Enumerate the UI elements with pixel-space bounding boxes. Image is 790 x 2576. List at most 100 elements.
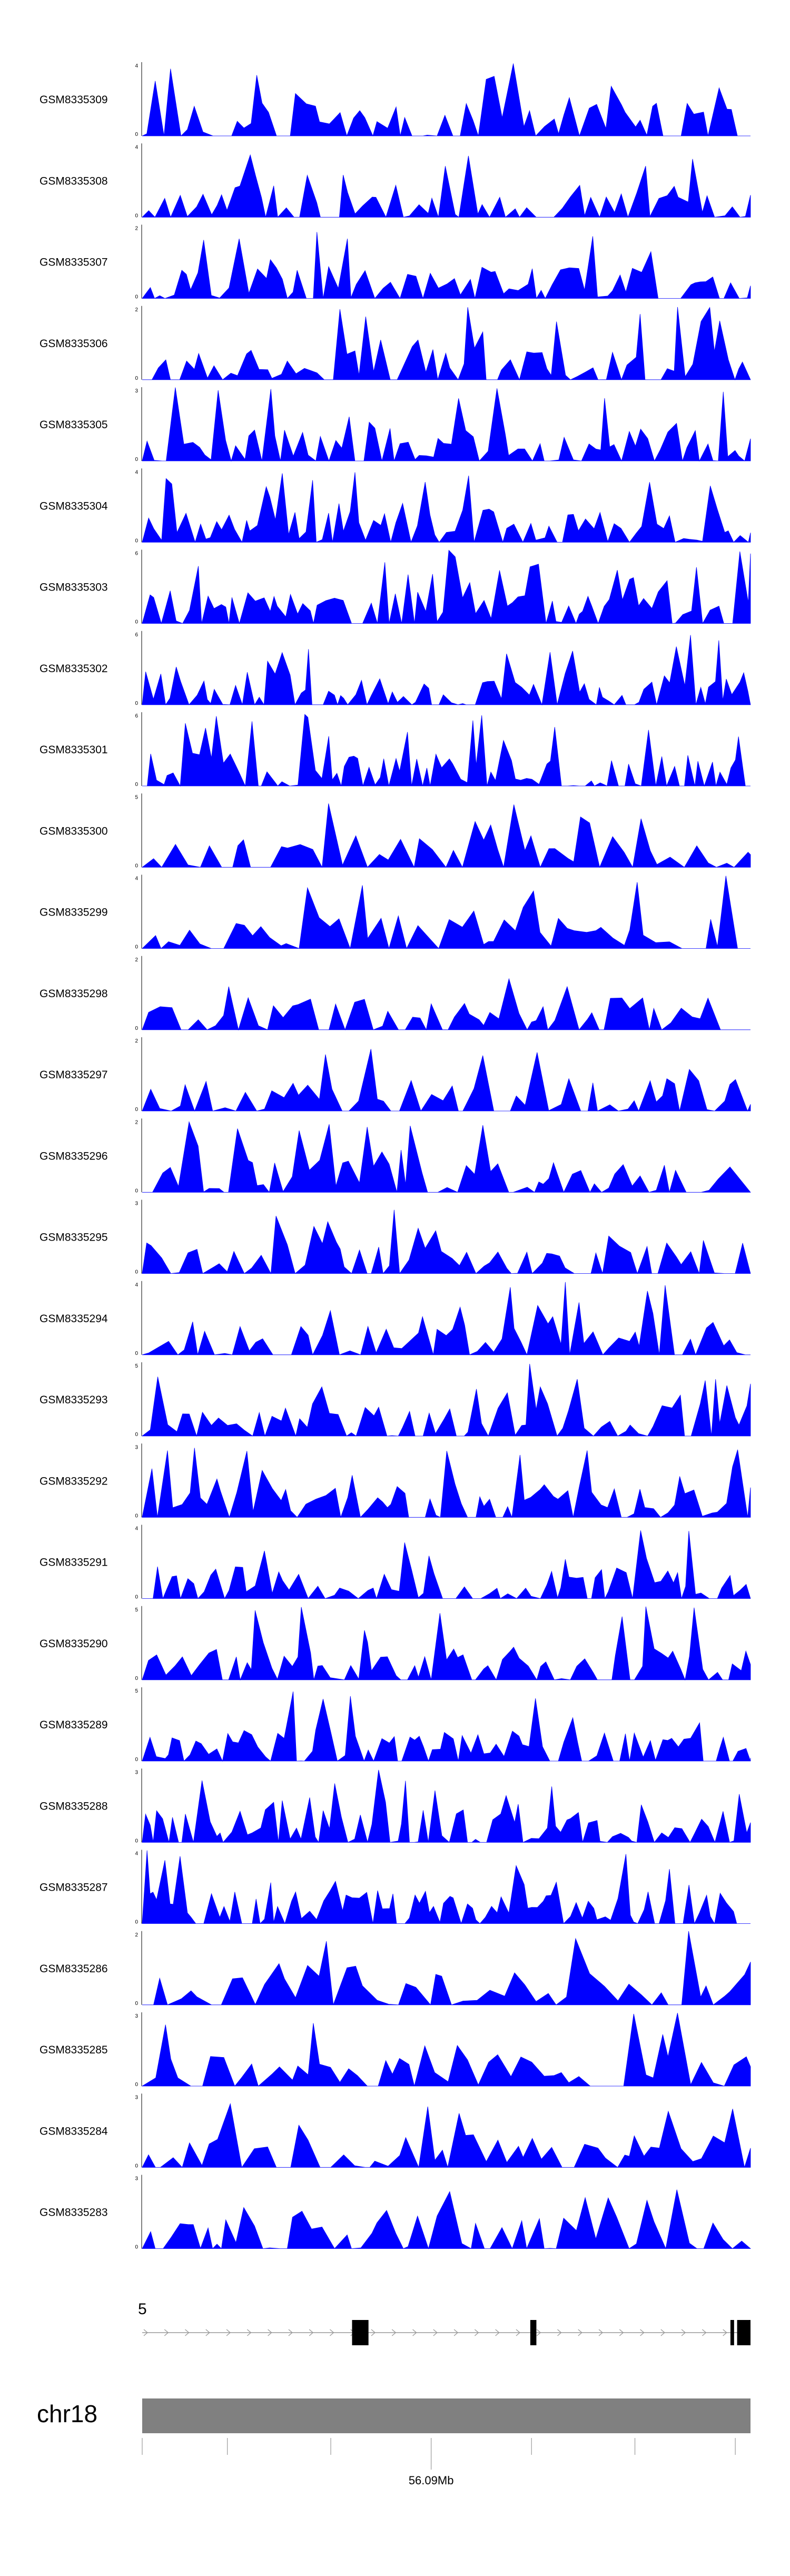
track-label: GSM8335307 xyxy=(39,257,108,269)
y-axis-max-label: 6 xyxy=(135,551,138,557)
y-axis-min-label: 0 xyxy=(135,1595,138,1600)
genome-axis: 56.09Mb xyxy=(142,2438,736,2487)
y-axis-max-label: 3 xyxy=(135,2176,138,2182)
track-label: GSM8335292 xyxy=(39,1475,108,1487)
coverage-track: GSM8335306 2 0 xyxy=(39,306,751,381)
y-axis-max-label: 2 xyxy=(135,1932,138,1938)
strand-arrow xyxy=(185,2329,190,2336)
y-axis-max-label: 5 xyxy=(135,1363,138,1369)
track-label: GSM8335293 xyxy=(39,1394,108,1406)
y-axis-min-label: 0 xyxy=(135,457,138,463)
strand-arrow xyxy=(268,2329,272,2336)
y-axis-min-label: 0 xyxy=(135,945,138,950)
strand-arrow xyxy=(495,2329,500,2336)
y-axis-min-label: 0 xyxy=(135,2082,138,2088)
y-axis-min-label: 0 xyxy=(135,863,138,869)
coverage-area xyxy=(142,63,750,137)
track-label: GSM8335287 xyxy=(39,1882,108,1894)
y-axis-min-label: 0 xyxy=(135,1026,138,1031)
track-label: GSM8335291 xyxy=(39,1557,108,1569)
y-axis-max-label: 4 xyxy=(135,1282,138,1288)
coverage-area xyxy=(142,1931,751,2005)
coverage-track: GSM8335302 6 0 xyxy=(39,631,751,706)
strand-arrow xyxy=(164,2329,169,2336)
gene-model-track: 5 xyxy=(138,2300,750,2345)
y-axis-min-label: 0 xyxy=(135,1188,138,1194)
coverage-area xyxy=(142,1692,751,1762)
coverage-area xyxy=(142,1530,751,1600)
coverage-area xyxy=(142,714,750,787)
coverage-area xyxy=(142,1769,751,1843)
track-label: GSM8335297 xyxy=(39,1069,108,1081)
track-label: GSM8335308 xyxy=(39,175,108,187)
coverage-area xyxy=(142,472,751,543)
coverage-track: GSM8335288 3 0 xyxy=(39,1768,751,1844)
y-axis-min-label: 0 xyxy=(135,2163,138,2169)
track-label: GSM8335299 xyxy=(39,907,108,919)
chromosome-ideogram: chr18 xyxy=(37,2398,750,2433)
strand-arrow xyxy=(205,2329,210,2336)
coverage-track: GSM8335308 4 0 xyxy=(39,143,751,219)
coverage-track: GSM8335304 4 0 xyxy=(39,468,751,544)
y-axis-max-label: 5 xyxy=(135,1688,138,1694)
axis-tick-label: 56.09Mb xyxy=(409,2474,454,2487)
gene-exon xyxy=(737,2320,750,2345)
y-axis-max-label: 4 xyxy=(135,63,138,69)
strand-arrow xyxy=(702,2329,707,2336)
y-axis-max-label: 3 xyxy=(135,1444,138,1450)
coverage-track: GSM8335283 3 0 xyxy=(39,2175,752,2250)
coverage-track: GSM8335298 2 0 xyxy=(39,956,750,1031)
track-label: GSM8335285 xyxy=(39,2044,108,2056)
strand-arrow xyxy=(557,2329,562,2336)
coverage-track: GSM8335292 3 0 xyxy=(39,1443,751,1519)
y-axis-max-label: 3 xyxy=(135,388,138,394)
strand-arrow xyxy=(453,2329,459,2336)
track-label: GSM8335296 xyxy=(39,1150,108,1162)
y-axis-max-label: 2 xyxy=(135,307,138,313)
track-label: GSM8335289 xyxy=(39,1719,108,1731)
coverage-area xyxy=(142,1120,751,1193)
coverage-area xyxy=(142,549,751,624)
track-label: GSM8335302 xyxy=(39,663,108,675)
strand-arrow xyxy=(660,2329,665,2336)
y-axis-min-label: 0 xyxy=(135,1107,138,1113)
y-axis-max-label: 5 xyxy=(135,1607,138,1613)
strand-arrow xyxy=(433,2329,438,2336)
coverage-area xyxy=(142,154,751,218)
coverage-track: GSM8335295 3 0 xyxy=(39,1199,751,1275)
track-label: GSM8335298 xyxy=(39,988,108,1000)
strand-arrow xyxy=(143,2329,148,2336)
y-axis-min-label: 0 xyxy=(135,132,138,137)
y-axis-min-label: 0 xyxy=(135,2245,138,2250)
coverage-area xyxy=(142,307,751,381)
y-axis-max-label: 6 xyxy=(135,713,138,719)
gene-label: 5 xyxy=(138,2300,147,2318)
track-label: GSM8335301 xyxy=(39,744,108,756)
coverage-track: GSM8335286 2 0 xyxy=(39,1931,751,2007)
strand-arrow xyxy=(619,2329,624,2336)
gene-exon xyxy=(530,2320,537,2345)
y-axis-max-label: 3 xyxy=(135,1201,138,1207)
strand-arrow xyxy=(309,2329,314,2336)
strand-arrow xyxy=(391,2329,397,2336)
coverage-track: GSM8335307 2 0 xyxy=(39,224,751,300)
coverage-track: GSM8335294 4 0 xyxy=(39,1281,750,1356)
coverage-track: GSM8335285 3 0 xyxy=(39,2012,751,2088)
coverage-track: GSM8335293 5 0 xyxy=(39,1362,751,1438)
strand-arrow xyxy=(578,2329,582,2336)
track-label: GSM8335290 xyxy=(39,1638,108,1650)
track-label: GSM8335305 xyxy=(39,419,108,431)
track-label: GSM8335306 xyxy=(39,338,108,350)
coverage-track: GSM8335297 2 0 xyxy=(39,1037,751,1113)
coverage-area xyxy=(142,1282,750,1356)
track-label: GSM8335300 xyxy=(39,825,108,837)
y-axis-max-label: 3 xyxy=(135,2013,138,2019)
coverage-area xyxy=(142,1049,751,1112)
y-axis-min-label: 0 xyxy=(135,1432,138,1438)
y-axis-max-label: 4 xyxy=(135,144,138,150)
strand-arrow xyxy=(288,2329,293,2336)
strand-arrow xyxy=(640,2329,645,2336)
y-axis-min-label: 0 xyxy=(135,1757,138,1763)
y-axis-max-label: 2 xyxy=(135,226,138,232)
